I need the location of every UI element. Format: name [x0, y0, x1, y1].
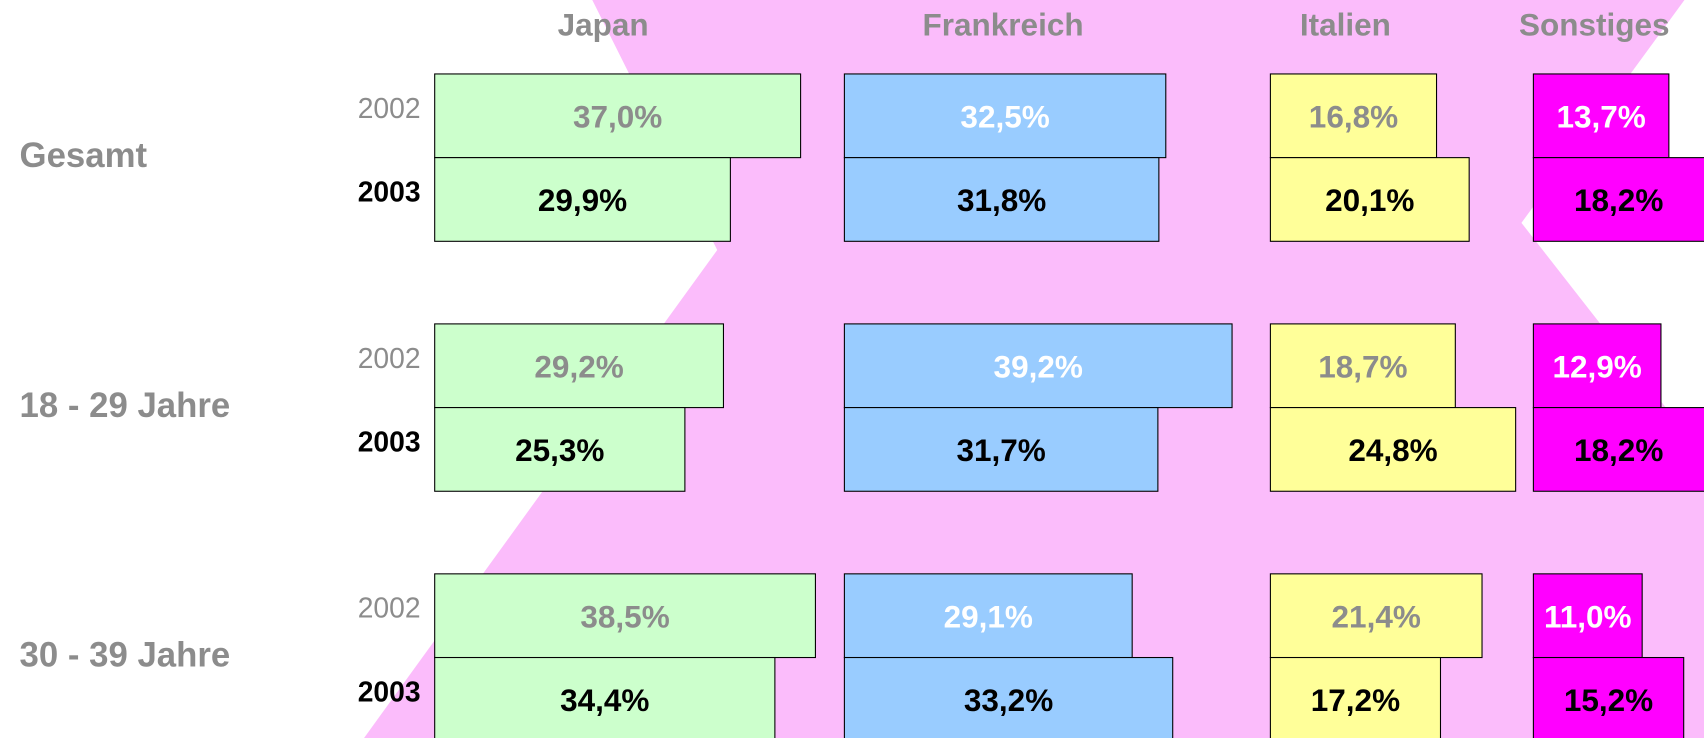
bar [434, 73, 802, 159]
bar-label: 29,9% [538, 182, 627, 218]
bar-label: 37,0% [573, 98, 662, 134]
bar-label: 20,1% [1325, 182, 1414, 218]
bar [434, 407, 686, 492]
bar [843, 73, 1167, 159]
bar [1532, 407, 1704, 492]
bar-label: 11,0% [1544, 598, 1632, 634]
bar-label: 33,2% [964, 682, 1053, 718]
bar [843, 407, 1159, 492]
bar [1532, 323, 1662, 409]
year-label: 2002 [358, 592, 421, 624]
bar-label: 18,2% [1574, 432, 1663, 468]
year-label: 2003 [358, 675, 421, 707]
bar [1269, 407, 1517, 492]
bar-label: 12,9% [1553, 348, 1642, 384]
bar [1532, 656, 1685, 738]
bar [843, 573, 1133, 659]
bar-label: 13,7% [1556, 98, 1645, 134]
column-header: Japan [558, 7, 649, 43]
bar-label: 38,5% [580, 598, 669, 634]
bar [434, 656, 776, 738]
column-header: Sonstiges [1519, 7, 1670, 43]
year-label: 2003 [358, 425, 421, 457]
bar-label: 31,8% [957, 182, 1046, 218]
bar [434, 323, 725, 409]
bar [1532, 73, 1670, 159]
bar-label: 39,2% [994, 348, 1083, 384]
bar [843, 656, 1174, 738]
bar [1532, 573, 1643, 659]
group-label: Gesamt [20, 137, 148, 175]
bar-label: 15,2% [1564, 682, 1653, 718]
bar [843, 323, 1233, 409]
bar-label: 25,3% [515, 432, 604, 468]
bar-label: 17,2% [1311, 682, 1400, 718]
bar-label: 29,1% [944, 598, 1033, 634]
bar-label: 24,8% [1348, 432, 1437, 468]
bar [1532, 157, 1704, 242]
bar [1269, 656, 1442, 738]
group-label: 30 - 39 Jahre [20, 637, 231, 675]
group-label: 18 - 29 Jahre [20, 387, 231, 425]
column-header: Frankreich [923, 7, 1084, 43]
bar-label: 31,7% [956, 432, 1045, 468]
bar-label: 16,8% [1309, 98, 1398, 134]
bar-label: 32,5% [960, 98, 1049, 134]
bar [1269, 323, 1456, 409]
year-label: 2003 [358, 176, 421, 208]
bar [843, 157, 1160, 242]
bar-label: 34,4% [560, 682, 649, 718]
year-label: 2002 [358, 342, 421, 374]
bar [1269, 573, 1483, 659]
column-header: Italien [1300, 7, 1391, 43]
bar [1269, 73, 1438, 159]
bar-label: 29,2% [534, 348, 623, 384]
bar-label: 21,4% [1332, 598, 1421, 634]
bar-label: 18,2% [1574, 182, 1663, 218]
bar [1269, 157, 1470, 242]
year-label: 2002 [358, 92, 421, 124]
bar [434, 157, 731, 242]
bar-label: 18,7% [1318, 348, 1407, 384]
